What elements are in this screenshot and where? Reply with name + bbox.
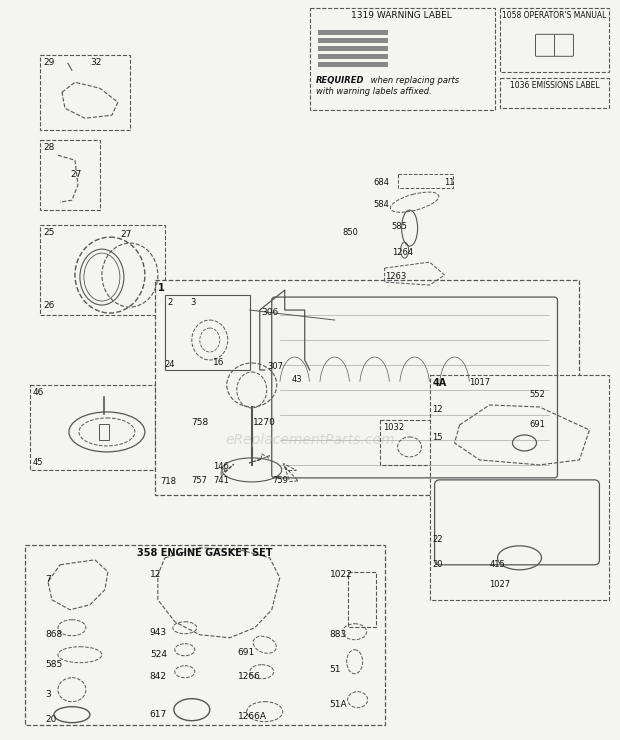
Text: 7: 7 — [45, 575, 51, 584]
Bar — [317, 47, 388, 51]
Text: 307: 307 — [268, 362, 284, 371]
Bar — [40, 56, 130, 130]
Text: 12: 12 — [150, 570, 161, 579]
Bar — [397, 174, 453, 188]
Text: 11: 11 — [445, 178, 455, 187]
Text: 1: 1 — [158, 283, 164, 293]
Text: when replacing parts: when replacing parts — [368, 76, 459, 85]
Bar — [317, 62, 388, 67]
Text: 617: 617 — [150, 710, 167, 719]
Text: 585: 585 — [45, 660, 62, 669]
Text: 306: 306 — [262, 308, 279, 317]
Text: REQUIRED: REQUIRED — [316, 76, 364, 85]
Text: 1058 OPERATOR'S MANUAL: 1058 OPERATOR'S MANUAL — [502, 11, 606, 20]
Bar — [155, 280, 580, 495]
Text: 842: 842 — [150, 672, 167, 681]
Text: 691: 691 — [238, 648, 255, 656]
Text: 718: 718 — [160, 477, 176, 486]
Text: 15: 15 — [433, 433, 443, 442]
Text: 1266: 1266 — [238, 672, 260, 681]
Text: 4A: 4A — [433, 378, 447, 388]
Text: 415: 415 — [490, 560, 505, 569]
Text: 358 ENGINE GASKET SET: 358 ENGINE GASKET SET — [137, 548, 273, 558]
Text: 1263: 1263 — [384, 272, 406, 281]
Text: 1032: 1032 — [383, 423, 404, 432]
Text: 32: 32 — [90, 58, 101, 67]
Text: 585: 585 — [392, 222, 407, 231]
Text: 26: 26 — [43, 301, 55, 310]
Text: 16: 16 — [213, 358, 224, 367]
Text: 524: 524 — [150, 650, 167, 659]
Text: eReplacementParts.com: eReplacementParts.com — [225, 433, 394, 447]
Text: 25: 25 — [43, 228, 55, 237]
Text: 1266A: 1266A — [238, 712, 267, 721]
Text: 691: 691 — [529, 420, 546, 429]
Text: 51A: 51A — [330, 700, 347, 709]
Bar — [99, 424, 109, 440]
Text: 741: 741 — [213, 476, 229, 485]
Text: 46: 46 — [33, 388, 45, 397]
Bar — [348, 572, 376, 627]
Text: 27: 27 — [70, 170, 81, 179]
Bar — [210, 355, 294, 490]
Text: 1270: 1270 — [253, 418, 276, 427]
Bar — [500, 78, 609, 108]
Text: 883: 883 — [330, 630, 347, 639]
Text: 584: 584 — [374, 200, 389, 209]
Text: 1036 EMISSIONS LABEL: 1036 EMISSIONS LABEL — [510, 81, 600, 90]
Text: 684: 684 — [374, 178, 389, 187]
Text: 43: 43 — [292, 375, 303, 384]
Text: 2: 2 — [168, 298, 173, 307]
Text: 22: 22 — [433, 535, 443, 544]
Bar — [40, 140, 100, 210]
Bar — [310, 8, 495, 110]
Text: 850: 850 — [343, 228, 358, 237]
Text: 146: 146 — [213, 462, 229, 471]
Text: 20: 20 — [433, 560, 443, 569]
Text: with warning labels affixed.: with warning labels affixed. — [316, 87, 432, 96]
Text: 3: 3 — [45, 690, 51, 699]
Text: 29: 29 — [43, 58, 55, 67]
Bar — [317, 30, 388, 36]
Bar — [188, 415, 310, 490]
Text: 1027: 1027 — [490, 580, 511, 589]
Bar — [317, 54, 388, 59]
Text: 51: 51 — [330, 665, 341, 673]
Bar — [40, 225, 165, 315]
Text: 1017: 1017 — [469, 378, 490, 387]
Bar — [25, 545, 384, 724]
Text: 758: 758 — [191, 418, 208, 427]
Text: 552: 552 — [529, 390, 545, 399]
Text: 24: 24 — [165, 360, 175, 369]
Text: 1319 WARNING LABEL: 1319 WARNING LABEL — [352, 11, 452, 20]
Bar — [430, 375, 609, 600]
Text: 1264: 1264 — [392, 248, 413, 257]
Text: 759: 759 — [273, 476, 289, 485]
Text: 27: 27 — [120, 230, 131, 239]
Text: 3: 3 — [190, 298, 195, 307]
Text: 45: 45 — [33, 458, 43, 467]
Bar — [317, 38, 388, 44]
Bar — [30, 385, 155, 470]
Text: 1022: 1022 — [330, 570, 352, 579]
Text: 20: 20 — [45, 715, 56, 724]
Text: 757: 757 — [191, 476, 207, 485]
Text: 28: 28 — [43, 144, 55, 152]
Bar — [165, 295, 250, 370]
Bar — [500, 8, 609, 73]
Text: 943: 943 — [150, 628, 167, 636]
Text: 868: 868 — [45, 630, 62, 639]
Bar — [379, 420, 440, 465]
Text: 12: 12 — [433, 405, 443, 414]
